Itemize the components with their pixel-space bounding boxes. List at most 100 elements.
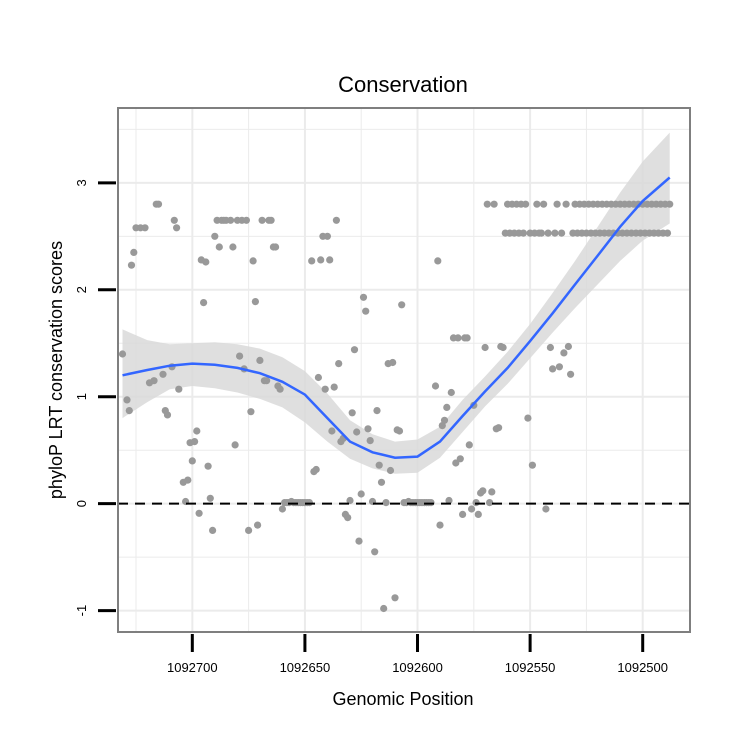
smooth-curve bbox=[122, 176, 671, 459]
data-point-115 bbox=[398, 301, 406, 309]
data-point-152 bbox=[483, 200, 491, 208]
smooth-line bbox=[122, 176, 671, 459]
data-point-99 bbox=[362, 307, 370, 315]
data-point-182 bbox=[551, 229, 559, 237]
data-point-180 bbox=[546, 343, 555, 352]
data-point-23 bbox=[188, 457, 196, 465]
data-point-97 bbox=[357, 490, 365, 498]
data-point-51 bbox=[254, 521, 262, 529]
data-point-150 bbox=[479, 487, 487, 495]
data-point-85 bbox=[330, 383, 338, 391]
data-point-169 bbox=[522, 200, 530, 208]
data-point-174 bbox=[533, 200, 541, 208]
data-point-48 bbox=[247, 408, 255, 416]
data-point-94 bbox=[350, 346, 359, 354]
data-point-87 bbox=[335, 360, 343, 368]
data-point-16 bbox=[170, 216, 178, 224]
data-point-35 bbox=[215, 243, 223, 251]
data-point-57 bbox=[267, 216, 275, 224]
data-point-28 bbox=[200, 299, 208, 307]
data-point-96 bbox=[355, 537, 363, 545]
data-point-151 bbox=[481, 343, 489, 352]
data-point-130 bbox=[434, 257, 442, 265]
data-point-141 bbox=[459, 510, 467, 518]
data-point-188 bbox=[564, 342, 573, 351]
data-point-46 bbox=[242, 216, 250, 224]
data-point-112 bbox=[391, 594, 399, 602]
data-point-144 bbox=[465, 441, 473, 449]
data-point-140 bbox=[456, 455, 464, 463]
data-point-233 bbox=[666, 200, 674, 208]
data-point-155 bbox=[490, 200, 498, 208]
data-point-77 bbox=[312, 465, 320, 474]
data-point-9 bbox=[150, 377, 158, 385]
data-point-33 bbox=[211, 232, 219, 240]
x-tick-label-0: 1092700 bbox=[167, 660, 218, 675]
data-point-139 bbox=[454, 334, 462, 342]
data-point-74 bbox=[305, 499, 313, 507]
y-axis-title: phyloP LRT conservation scores bbox=[46, 241, 66, 499]
y-tick-label-2: 1 bbox=[74, 393, 89, 400]
data-point-154 bbox=[488, 488, 496, 496]
data-point-83 bbox=[326, 256, 334, 264]
data-point-30 bbox=[204, 462, 212, 470]
data-point-186 bbox=[560, 349, 568, 357]
data-point-40 bbox=[229, 243, 237, 251]
data-point-21 bbox=[184, 476, 192, 484]
x-axis-ticks: 1092700 1092650 1092600 1092550 1092500 bbox=[167, 634, 668, 675]
data-point-129 bbox=[431, 382, 440, 390]
data-point-84 bbox=[328, 427, 336, 435]
data-point-176 bbox=[537, 229, 546, 237]
data-point-95 bbox=[353, 428, 361, 436]
data-point-0 bbox=[118, 350, 127, 358]
data-point-159 bbox=[499, 343, 507, 352]
data-point-93 bbox=[348, 409, 356, 417]
data-point-26 bbox=[195, 509, 203, 517]
data-point-106 bbox=[377, 478, 386, 486]
data-point-179 bbox=[544, 229, 552, 237]
data-point-47 bbox=[245, 526, 253, 535]
data-point-103 bbox=[371, 548, 379, 556]
y-axis-ticks: -1 0 1 2 3 bbox=[74, 179, 116, 616]
confidence-band-area bbox=[122, 132, 670, 474]
data-point-172 bbox=[528, 461, 537, 469]
data-point-101 bbox=[366, 437, 374, 445]
data-point-7 bbox=[141, 224, 149, 232]
x-tick-label-1: 1092650 bbox=[280, 660, 331, 675]
data-point-133 bbox=[440, 416, 449, 424]
data-point-143 bbox=[463, 334, 471, 342]
data-point-17 bbox=[173, 224, 181, 232]
data-point-14 bbox=[163, 411, 172, 419]
data-point-128 bbox=[427, 499, 435, 507]
data-point-232 bbox=[663, 229, 672, 237]
data-point-111 bbox=[389, 358, 397, 367]
data-point-184 bbox=[555, 363, 564, 371]
data-point-11 bbox=[154, 200, 163, 208]
data-point-168 bbox=[519, 229, 528, 237]
data-point-82 bbox=[323, 232, 331, 240]
chart-title: Conservation bbox=[338, 72, 468, 97]
x-tick-label-2: 1092600 bbox=[392, 660, 443, 675]
data-point-18 bbox=[175, 385, 183, 393]
data-point-134 bbox=[443, 403, 451, 411]
data-point-32 bbox=[209, 526, 217, 535]
data-point-177 bbox=[540, 200, 548, 208]
data-point-104 bbox=[373, 407, 381, 415]
plot-frame bbox=[117, 107, 691, 633]
data-point-91 bbox=[344, 514, 352, 522]
data-point-108 bbox=[382, 499, 390, 507]
data-point-12 bbox=[159, 370, 167, 378]
data-point-59 bbox=[272, 243, 280, 251]
data-point-148 bbox=[474, 510, 482, 518]
data-point-170 bbox=[524, 414, 532, 422]
data-point-43 bbox=[236, 352, 244, 360]
data-point-138 bbox=[452, 459, 460, 467]
data-point-135 bbox=[445, 496, 453, 505]
data-point-3 bbox=[127, 261, 136, 269]
data-point-105 bbox=[375, 461, 383, 469]
y-tick-label-1: 0 bbox=[74, 500, 89, 507]
data-point-2 bbox=[125, 407, 133, 415]
data-point-1 bbox=[123, 396, 131, 404]
data-point-153 bbox=[486, 499, 494, 507]
data-point-4 bbox=[130, 248, 138, 256]
